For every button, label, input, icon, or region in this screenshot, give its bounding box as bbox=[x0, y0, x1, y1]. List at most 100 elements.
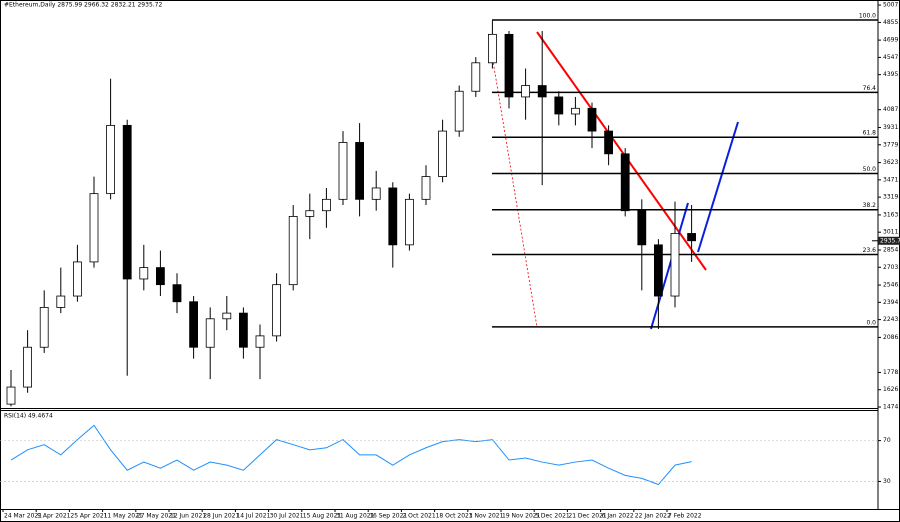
candle-body bbox=[305, 210, 315, 217]
blue-projection bbox=[697, 121, 739, 253]
y-tick-label: 3623.00 bbox=[883, 159, 900, 166]
y-tick-label: 3319.40 bbox=[883, 194, 900, 201]
candle-body bbox=[587, 107, 597, 132]
candle-body bbox=[288, 216, 298, 286]
x-tick-label: 28 Jun 2021 bbox=[203, 513, 239, 520]
y-tick-label: 70 bbox=[883, 437, 891, 444]
x-tick-label: 19 Nov 2021 bbox=[502, 513, 541, 520]
candle-body bbox=[471, 62, 481, 92]
x-tick-label: 27 May 2021 bbox=[137, 513, 176, 520]
y-tick-label: 3163.00 bbox=[883, 211, 900, 218]
x-tick-label: 7 Feb 2022 bbox=[668, 513, 702, 520]
fib-label: 50.0 bbox=[863, 166, 877, 173]
candle-body bbox=[122, 124, 132, 280]
candle-body bbox=[454, 90, 464, 132]
candle-body bbox=[521, 85, 530, 98]
candle-body bbox=[321, 198, 331, 212]
x-tick-label: 16 Sep 2021 bbox=[369, 513, 407, 520]
candle-body bbox=[106, 124, 115, 195]
y-tick-label: 1778.40 bbox=[883, 369, 900, 376]
x-tick-label: 22 Jan 2022 bbox=[635, 513, 671, 520]
x-tick-label: 14 Jul 2021 bbox=[236, 513, 270, 520]
candle-body bbox=[73, 261, 82, 297]
candle-body bbox=[504, 33, 514, 98]
candle-body bbox=[272, 284, 282, 337]
candle-body bbox=[537, 85, 547, 98]
candle-body bbox=[637, 210, 647, 246]
y-tick-label: 1474.80 bbox=[883, 403, 900, 410]
candle-body bbox=[371, 187, 381, 200]
x-tick-label: 18 Oct 2021 bbox=[436, 513, 473, 520]
x-tick-label: 25 Apr 2021 bbox=[70, 513, 107, 520]
y-tick-label: 2394.80 bbox=[883, 299, 900, 306]
y-tick-label: 2086.60 bbox=[883, 334, 900, 341]
candle-body bbox=[205, 318, 215, 348]
candle-body bbox=[421, 176, 431, 200]
candle-body bbox=[355, 142, 365, 200]
last-price-box bbox=[878, 236, 900, 245]
y-tick-label: 4855.00 bbox=[883, 19, 900, 26]
candle-body bbox=[189, 301, 199, 348]
candle-body bbox=[222, 312, 232, 320]
x-tick-label: 11 May 2021 bbox=[104, 513, 143, 520]
y-tick-label: 2703.00 bbox=[883, 264, 900, 271]
candle-body bbox=[670, 233, 680, 297]
x-tick-label: 24 Mar 2021 bbox=[4, 513, 42, 520]
candle-body bbox=[255, 335, 265, 348]
candle-body bbox=[620, 153, 630, 212]
candle-body bbox=[438, 130, 448, 177]
x-tick-label: 15 Aug 2021 bbox=[303, 513, 342, 520]
candle-body bbox=[39, 307, 49, 348]
y-tick-label: 3779.40 bbox=[883, 141, 900, 148]
last-price-label: 2935.72 bbox=[880, 237, 900, 244]
fib-label: 76.4 bbox=[863, 85, 877, 92]
candle-body bbox=[654, 244, 663, 297]
fib-label: 61.8 bbox=[863, 130, 877, 137]
rsi-title: RSI(14) 49.4674 bbox=[4, 413, 53, 420]
chart-title: #Ethereum,Daily 2875.99 2966.32 2832.21 … bbox=[4, 2, 162, 9]
fib-label: 0.0 bbox=[866, 319, 876, 326]
x-tick-label: 9 Apr 2021 bbox=[37, 513, 70, 520]
y-tick-label: 3011.20 bbox=[883, 229, 900, 236]
candle-body bbox=[56, 295, 66, 308]
candle-body bbox=[687, 233, 696, 242]
y-tick-label: 4547.60 bbox=[883, 54, 900, 61]
x-tick-label: 21 Dec 2021 bbox=[568, 513, 607, 520]
y-tick-label: 5007.60 bbox=[883, 2, 900, 9]
y-tick-label: 1626.60 bbox=[883, 386, 900, 393]
x-tick-label: 2 Oct 2021 bbox=[402, 513, 435, 520]
y-tick-label: 2546.60 bbox=[883, 282, 900, 289]
y-tick-label: 4087.60 bbox=[883, 106, 900, 113]
y-tick-label: 30 bbox=[883, 478, 891, 485]
blue-trendline bbox=[650, 202, 689, 330]
candle-body bbox=[554, 96, 564, 115]
fib-label: 38.2 bbox=[863, 202, 877, 209]
rsi-line bbox=[10, 424, 692, 486]
candle-body bbox=[338, 142, 348, 200]
candle-body bbox=[604, 130, 613, 155]
y-tick-label: 4395.80 bbox=[883, 71, 900, 78]
fib-label: 100.0 bbox=[859, 13, 876, 20]
candle-body bbox=[388, 187, 398, 246]
candle-body bbox=[155, 267, 165, 286]
candle-body bbox=[139, 267, 149, 280]
candle-body bbox=[404, 198, 414, 246]
candle-body bbox=[172, 284, 182, 303]
red-trendline bbox=[536, 31, 707, 271]
candle-body bbox=[23, 346, 33, 388]
x-tick-label: 12 Jun 2021 bbox=[170, 513, 206, 520]
candle-body bbox=[6, 386, 16, 405]
y-tick-label: 3931.20 bbox=[883, 124, 900, 131]
fib-label: 23.6 bbox=[863, 247, 877, 254]
y-tick-label: 2243.00 bbox=[883, 316, 900, 323]
candle-body bbox=[487, 33, 497, 64]
candle-body bbox=[89, 193, 99, 263]
candle-body bbox=[571, 107, 580, 115]
dotted-trendline bbox=[491, 54, 538, 328]
y-tick-label: 3471.20 bbox=[883, 176, 900, 183]
x-tick-label: 6 Jan 2022 bbox=[602, 513, 634, 520]
y-tick-label: 2854.80 bbox=[883, 246, 900, 253]
